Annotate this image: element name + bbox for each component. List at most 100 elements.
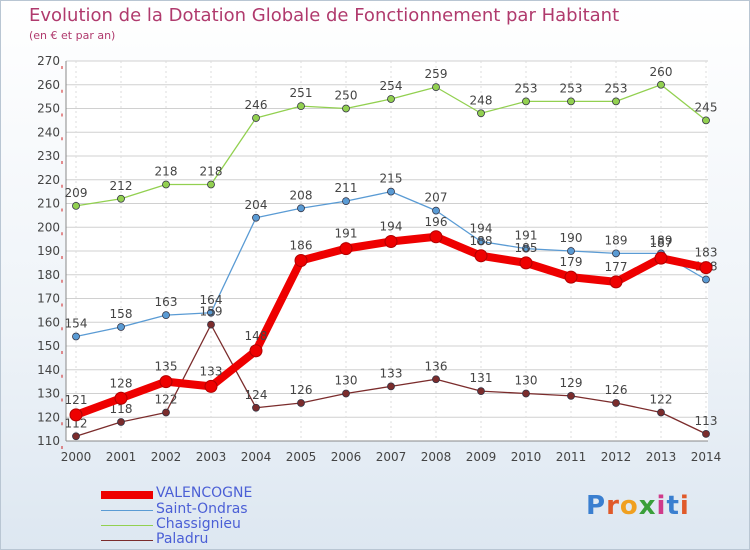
y-tick-label: 180 <box>37 268 60 282</box>
data-point-saint-ondras <box>117 323 125 331</box>
data-label-saint-ondras: 211 <box>335 181 358 195</box>
data-label-valencogne: 148 <box>245 329 268 343</box>
chart-title: Evolution de la Dotation Globale de Fonc… <box>29 5 620 26</box>
y-tick-label: 230 <box>37 149 60 163</box>
data-point-valencogne <box>699 261 713 275</box>
data-label-chassignieu: 251 <box>290 86 313 100</box>
data-label-saint-ondras: 163 <box>155 295 178 309</box>
data-label-saint-ondras: 190 <box>560 231 583 245</box>
data-point-chassignieu <box>207 180 215 189</box>
data-point-chassignieu <box>567 97 575 106</box>
y-tick-label: 130 <box>37 387 60 401</box>
y-tick-label: 200 <box>37 220 60 234</box>
data-point-valencogne <box>429 230 443 244</box>
legend-label-valencogne: VALENCOGNE <box>156 485 253 501</box>
data-label-chassignieu: 212 <box>110 179 133 193</box>
legend-item-saint-ondras: Saint-Ondras <box>101 501 361 519</box>
x-tick-label: 2006 <box>331 450 362 464</box>
data-label-chassignieu: 253 <box>515 81 538 95</box>
data-point-saint-ondras <box>522 244 530 253</box>
x-tick-label: 2010 <box>511 450 542 464</box>
data-point-paladru <box>297 399 305 407</box>
data-label-chassignieu: 218 <box>200 165 223 179</box>
x-tick-label: 2008 <box>421 450 452 464</box>
data-label-saint-ondras: 194 <box>470 222 493 236</box>
x-tick-label: 2009 <box>466 450 497 464</box>
x-tick-label: 2001 <box>106 450 137 464</box>
data-point-saint-ondras <box>162 311 170 320</box>
data-point-valencogne <box>564 270 578 284</box>
data-label-valencogne: 196 <box>425 215 448 229</box>
data-point-paladru <box>657 408 665 417</box>
data-label-valencogne: 177 <box>605 260 628 274</box>
chart-subtitle: (en € et par an) <box>29 29 116 42</box>
data-point-saint-ondras <box>387 187 395 196</box>
data-label-chassignieu: 250 <box>335 89 358 103</box>
y-tick-label: 170 <box>37 292 60 306</box>
data-point-paladru <box>117 418 125 426</box>
data-label-paladru: 136 <box>425 359 448 373</box>
data-point-valencogne <box>474 249 488 263</box>
legend-item-chassignieu: Chassignieu <box>101 516 361 534</box>
data-label-valencogne: 133 <box>200 364 223 378</box>
data-label-valencogne: 128 <box>110 376 133 390</box>
data-point-chassignieu <box>252 114 260 122</box>
data-point-chassignieu <box>162 180 170 189</box>
data-label-valencogne: 194 <box>380 220 403 234</box>
data-label-paladru: 122 <box>650 393 673 407</box>
data-point-saint-ondras <box>342 197 350 206</box>
data-label-saint-ondras: 207 <box>425 191 448 205</box>
data-label-chassignieu: 209 <box>65 186 88 200</box>
data-point-paladru <box>252 403 260 412</box>
data-point-paladru <box>522 389 530 398</box>
data-point-valencogne <box>519 256 533 270</box>
data-point-saint-ondras <box>567 247 575 255</box>
data-label-paladru: 130 <box>515 374 538 388</box>
y-tick-label: 210 <box>37 197 60 211</box>
data-point-saint-ondras <box>612 249 620 258</box>
data-label-chassignieu: 260 <box>650 65 673 79</box>
data-point-valencogne <box>159 375 173 389</box>
legend-item-valencogne: VALENCOGNE <box>101 485 361 503</box>
data-point-chassignieu <box>117 194 125 203</box>
data-point-chassignieu <box>522 97 530 106</box>
data-label-paladru: 112 <box>65 416 88 430</box>
data-label-chassignieu: 248 <box>470 93 493 107</box>
data-label-paladru: 124 <box>245 388 268 402</box>
data-label-saint-ondras: 154 <box>65 317 88 331</box>
data-label-saint-ondras: 189 <box>605 233 628 247</box>
x-tick-label: 2014 <box>691 450 722 464</box>
data-point-valencogne <box>294 254 308 267</box>
data-point-saint-ondras <box>432 206 440 215</box>
data-point-paladru <box>477 387 485 396</box>
data-label-chassignieu: 259 <box>425 67 448 81</box>
data-point-valencogne <box>69 408 83 422</box>
data-label-saint-ondras: 191 <box>515 229 538 243</box>
data-point-valencogne <box>609 275 623 289</box>
data-point-chassignieu <box>477 109 485 118</box>
data-label-paladru: 133 <box>380 366 403 380</box>
data-label-paladru: 130 <box>335 374 358 388</box>
data-label-valencogne: 186 <box>290 239 313 253</box>
legend-swatch-saint-ondras <box>101 510 153 511</box>
y-tick-label: 160 <box>37 315 60 329</box>
legend-label-chassignieu: Chassignieu <box>156 516 241 532</box>
data-point-chassignieu <box>432 83 440 92</box>
data-label-valencogne: 185 <box>515 241 538 255</box>
data-label-saint-ondras: 189 <box>650 233 673 247</box>
y-tick-label: 120 <box>37 410 60 424</box>
data-point-chassignieu <box>297 102 305 111</box>
y-tick-label: 110 <box>37 434 60 448</box>
data-label-chassignieu: 246 <box>245 98 268 112</box>
data-point-saint-ondras <box>252 213 260 222</box>
data-point-valencogne <box>384 235 398 248</box>
x-tick-label: 2012 <box>601 450 632 464</box>
data-label-paladru: 159 <box>200 305 223 319</box>
data-point-paladru <box>612 399 620 407</box>
data-label-paladru: 118 <box>110 402 133 416</box>
y-tick-label: 140 <box>37 363 60 377</box>
data-point-paladru <box>702 429 710 438</box>
x-tick-label: 2000 <box>61 450 92 464</box>
x-tick-label: 2007 <box>376 450 407 464</box>
